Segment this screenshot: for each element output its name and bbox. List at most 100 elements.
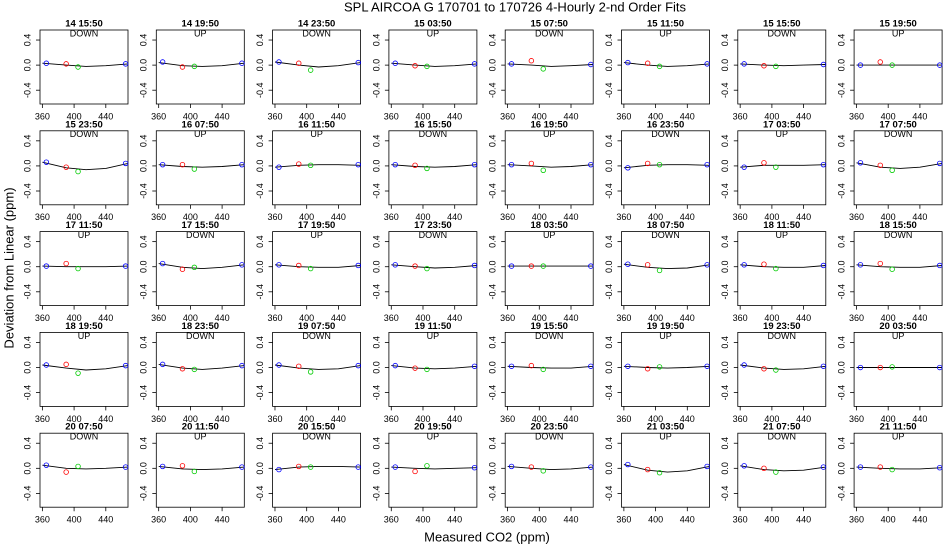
y-tick-label: -0.4	[255, 385, 265, 401]
x-tick-label: 440	[447, 212, 462, 222]
panel-title: 21 07:50	[763, 422, 801, 433]
x-tick-label: 440	[680, 515, 695, 525]
x-tick-label: 360	[733, 515, 748, 525]
data-point	[588, 263, 594, 269]
plot-frame	[388, 29, 478, 105]
data-point	[471, 363, 478, 369]
data-point	[704, 463, 710, 470]
x-tick-label: 360	[267, 515, 282, 525]
panel-title: 20 07:50	[65, 422, 103, 433]
data-point	[889, 466, 895, 473]
panel-subtitle: DOWN	[302, 432, 331, 442]
data-point	[889, 167, 895, 174]
x-tick-label: 360	[849, 414, 864, 424]
plot-frame	[737, 29, 827, 105]
y-tick-label: 0.4	[488, 336, 498, 349]
x-tick-label: 360	[384, 111, 399, 121]
data-point	[741, 463, 747, 469]
plot-frame	[39, 231, 129, 307]
panel-subtitle: UP	[892, 331, 905, 341]
data-point	[75, 64, 81, 70]
fit-curve	[391, 466, 477, 470]
data-point	[75, 463, 81, 470]
x-tick-label: 400	[532, 515, 547, 525]
y-tick-label: 0.0	[836, 260, 846, 273]
y-tick-label: 0.0	[139, 160, 149, 173]
fit-curve	[740, 364, 826, 370]
plot-frame	[504, 29, 594, 105]
panel-title: 21 03:50	[647, 422, 685, 433]
data-point	[296, 60, 302, 66]
data-point	[877, 364, 883, 371]
x-tick-label: 360	[849, 111, 864, 121]
data-point	[889, 364, 895, 370]
data-point	[528, 362, 535, 369]
panel-subtitle: UP	[427, 28, 440, 38]
plot-frame	[39, 130, 129, 206]
plot-frame	[621, 130, 710, 206]
data-point	[191, 366, 198, 373]
x-tick-label: 360	[267, 414, 282, 424]
panel-title: 18 23:50	[182, 321, 220, 332]
data-point	[239, 362, 245, 369]
x-tick-label: 360	[151, 414, 166, 424]
plot-frame	[388, 432, 478, 508]
data-point	[355, 161, 361, 168]
panel-title: 19 23:50	[763, 321, 801, 332]
y-tick-label: 0.0	[22, 361, 32, 374]
panel-title: 16 23:50	[647, 119, 685, 130]
fit-curve	[623, 263, 710, 270]
panel-subtitle: UP	[194, 129, 207, 139]
data-point	[471, 464, 478, 471]
fit-curve	[42, 265, 129, 268]
panel-title: 19 07:50	[298, 321, 336, 332]
fit-curve	[274, 61, 361, 68]
data-point	[761, 366, 767, 372]
x-tick-label: 400	[532, 111, 547, 121]
panel-title: 18 19:50	[65, 321, 103, 332]
fit-curve	[158, 263, 245, 270]
x-tick-label: 400	[415, 515, 430, 525]
plot-frame	[621, 432, 710, 508]
panel-title: 18 07:50	[647, 220, 685, 231]
panel-subtitle: DOWN	[768, 432, 797, 442]
x-tick-label: 440	[215, 414, 230, 424]
data-point	[424, 63, 430, 70]
fit-curve	[274, 364, 361, 370]
fit-curve	[740, 264, 826, 268]
data-point	[656, 470, 663, 476]
y-tick-label: -0.4	[139, 385, 149, 401]
plot-frame	[388, 130, 478, 206]
data-point	[122, 160, 129, 167]
x-tick-label: 440	[98, 515, 113, 525]
data-point	[761, 261, 767, 267]
y-tick-label: 0.4	[255, 34, 265, 47]
x-tick-label: 440	[215, 313, 230, 323]
y-tick-label: -0.4	[371, 284, 381, 300]
data-point	[276, 466, 282, 473]
data-point	[43, 263, 50, 269]
data-point	[773, 265, 779, 272]
plot-frame	[853, 130, 943, 206]
data-point	[276, 164, 282, 170]
y-tick-label: -0.4	[139, 82, 149, 98]
x-tick-label: 360	[500, 313, 515, 323]
data-point	[625, 165, 631, 171]
plot-frame	[504, 130, 594, 206]
panel-title: 19 19:50	[647, 321, 685, 332]
data-point	[122, 362, 129, 369]
y-tick-label: 0.0	[22, 160, 32, 173]
y-tick-label: 0.0	[371, 462, 381, 475]
y-tick-label: -0.4	[604, 385, 614, 401]
y-tick-label: -0.4	[22, 385, 32, 401]
x-tick-label: 360	[733, 313, 748, 323]
data-point	[412, 63, 418, 69]
panel-title: 18 15:50	[879, 220, 917, 231]
panel-title: 15 23:50	[65, 119, 103, 130]
data-point	[540, 366, 546, 373]
data-point	[857, 62, 864, 68]
x-tick-label: 360	[849, 212, 864, 222]
y-tick-label: 0.0	[488, 462, 498, 475]
fit-curve	[42, 464, 129, 470]
y-tick-label: -0.4	[255, 183, 265, 199]
